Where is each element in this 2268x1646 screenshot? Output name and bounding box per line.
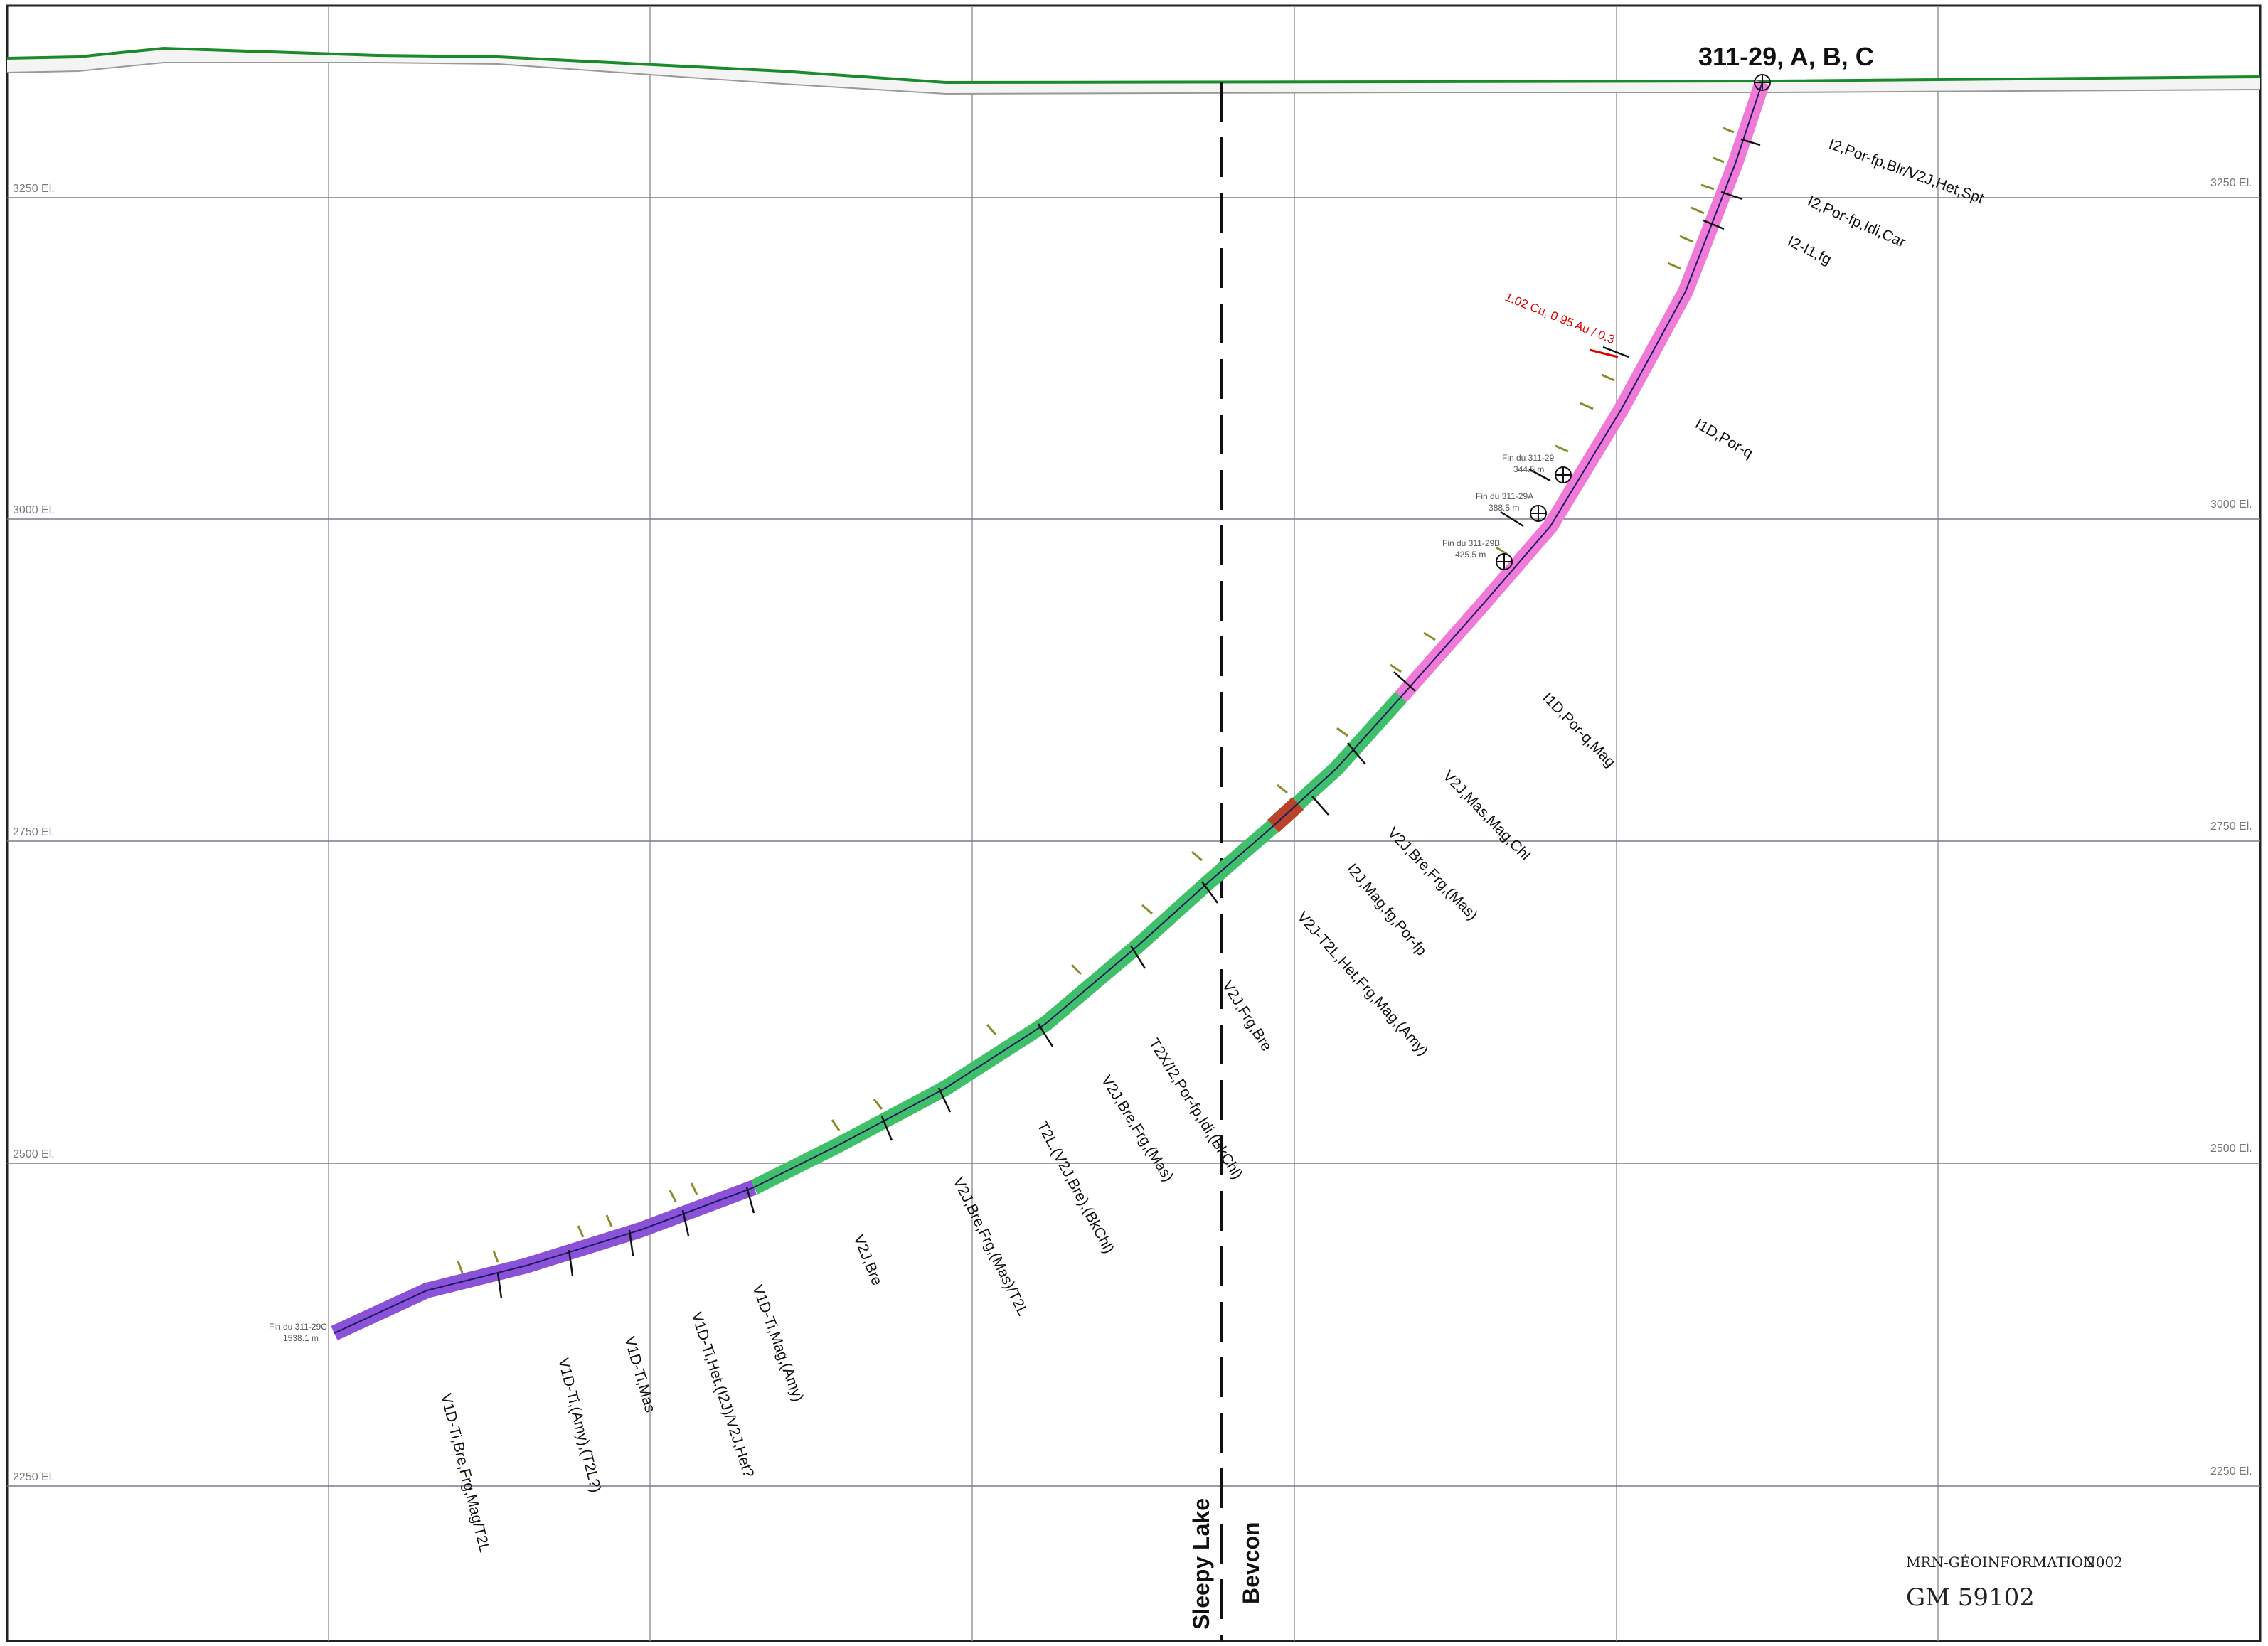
unit-label: T2L,(V2J,Bre),(BkChl) [1034, 1119, 1117, 1256]
hole-end-markers [1496, 74, 1771, 570]
unit-label: V2J,Bre,Frg,(Mas)/T2L [950, 1175, 1031, 1318]
elevation-grid: 3250 El. 3250 El. 3000 El. 3000 El. 2750… [7, 177, 2260, 1487]
trace-centerline [334, 82, 1763, 1334]
end-label-311-29a-depth: 388.5 m [1489, 503, 1519, 513]
end-label-311-29c-name: Fin du 311-29C [269, 1322, 327, 1332]
elev-label-3000-right: 3000 El. [2210, 498, 2252, 511]
assay-marker-line [1589, 348, 1619, 358]
contact-ticks [496, 138, 1761, 1299]
footer-year: 2002 [2087, 1554, 2123, 1571]
elev-label-2500-right: 2500 El. [2210, 1143, 2252, 1155]
unit-label: I2,Por-fp,Idi,Car [1805, 193, 1908, 251]
end-label-311-29c-depth: 1538.1 m [283, 1333, 319, 1343]
unit-label: V1D-Ti,Mas [621, 1335, 658, 1414]
elev-label-2750-right: 2750 El. [2210, 821, 2252, 833]
map-frame [6, 4, 2262, 1642]
trace-segment-volcanic-upper [1292, 691, 1407, 810]
elev-label-2250-right: 2250 El. [2210, 1465, 2252, 1477]
end-label-311-29a-name: Fin du 311-29A [1476, 491, 1533, 501]
unit-label: I2,Por-fp,Blr/V2J,Het,Spt [1826, 136, 1986, 207]
unit-label: I1D,Por-q [1693, 415, 1756, 461]
topography [6, 46, 2261, 95]
lithology-labels: I2,Por-fp,Blr/V2J,Het,Spt I2,Por-fp,Idi,… [437, 136, 1986, 1554]
elev-label-3000-left: 3000 El. [13, 504, 55, 516]
assay-label: 1.02 Cu, 0.95 Au / 0.3 [1503, 290, 1617, 346]
ground-surface-line [6, 46, 2261, 85]
unit-label: V2J,Bre [850, 1232, 885, 1288]
unit-label: V2J,Frg,Bre [1219, 978, 1275, 1054]
hole-end-labels: Fin du 311-29 344.5 m Fin du 311-29A 388… [269, 453, 1554, 1343]
elev-label-2250-left: 2250 El. [13, 1471, 55, 1483]
mineralization-ticks [457, 127, 1735, 1273]
unit-label: V2J,Bre,Frg,(Mas) [1098, 1072, 1176, 1185]
unit-label: I2-I1,fg [1785, 233, 1834, 268]
boundary-label-west: Sleepy Lake [1188, 1498, 1214, 1630]
trace-segment-volcanic-lower [750, 820, 1279, 1195]
hole-title: 311-29, A, B, C [1698, 42, 1874, 71]
unit-label: V2J,Mas,Mag,Chl [1439, 767, 1533, 863]
unit-label: I1D,Por-q,Mag [1539, 689, 1618, 770]
end-label-311-29-name: Fin du 311-29 [1502, 453, 1554, 463]
end-label-311-29-depth: 344.5 m [1513, 464, 1544, 474]
end-label-311-29b-name: Fin du 311-29B [1442, 538, 1500, 548]
footer-map-id: GM 59102 [1906, 1583, 2035, 1612]
end-label-311-29b-depth: 425.5 m [1455, 550, 1486, 560]
boundary-label-east: Bevcon [1238, 1522, 1264, 1604]
unit-label: V1D-Ti,(Amy),(T2L?) [555, 1357, 604, 1495]
drill-hole-trace [331, 74, 1771, 1340]
trace-segment-intrusive [1395, 80, 1770, 702]
unit-label: V1D-Ti,Bre,Frg,Mag/T2L [437, 1392, 493, 1554]
unit-label: V1D-Ti,Het,(I2J)/V2J,Het? [688, 1310, 757, 1479]
unit-label: V1D-Ti,Mag,(Amy) [749, 1283, 806, 1404]
vertical-grid [328, 6, 1939, 1641]
unit-label: V2J,Bre,Frg,(Mas) [1384, 824, 1481, 923]
footer-agency: MRN-GÉOINFORMATION [1906, 1554, 2095, 1571]
elev-label-3250-right: 3250 El. [2210, 177, 2252, 189]
unit-label: I2J,Mag,fg,Por-fp [1343, 860, 1430, 958]
elev-label-2750-left: 2750 El. [13, 826, 55, 838]
elev-label-2500-left: 2500 El. [13, 1148, 55, 1160]
elev-label-3250-left: 3250 El. [13, 183, 55, 195]
bedrock-surface [6, 62, 2261, 95]
